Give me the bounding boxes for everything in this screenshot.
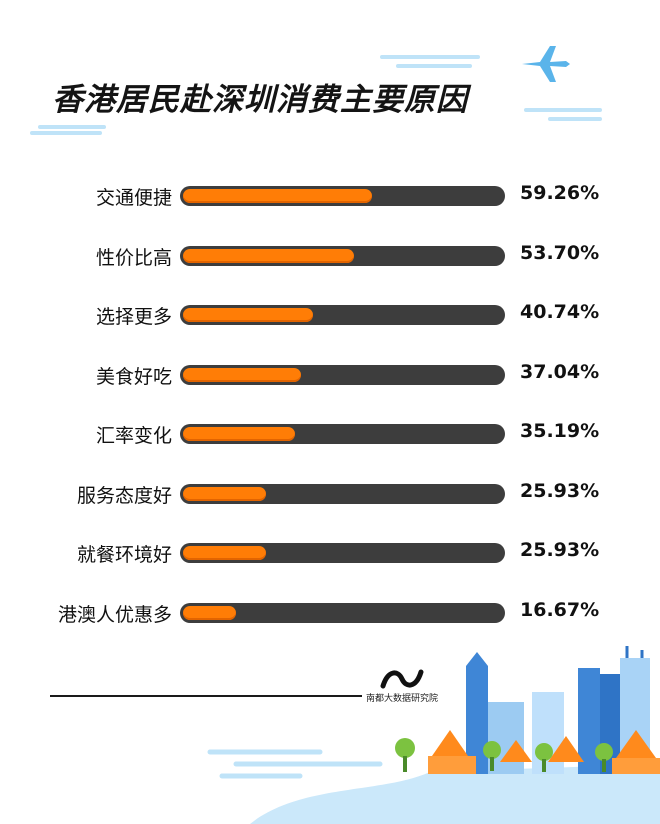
value-label: 59.26% bbox=[520, 182, 600, 204]
bar-track bbox=[180, 602, 505, 623]
bar bbox=[183, 189, 373, 203]
bar bbox=[183, 605, 237, 620]
bar-track bbox=[180, 245, 505, 266]
value-label: 25.93% bbox=[520, 539, 600, 561]
bar-track bbox=[180, 543, 505, 563]
bar bbox=[183, 308, 313, 322]
bar bbox=[183, 367, 302, 382]
bar-track bbox=[180, 424, 505, 444]
bar-track bbox=[180, 305, 505, 325]
category-label: 港澳人优惠多 bbox=[57, 603, 172, 626]
category-label: 服务态度好 bbox=[76, 484, 172, 507]
brand-logo-text: 南都大数据研究院 bbox=[366, 694, 439, 704]
bar-track bbox=[180, 364, 505, 385]
category-label: 性价比高 bbox=[95, 246, 172, 269]
category-label: 美食好吃 bbox=[95, 365, 172, 388]
bar-track bbox=[180, 483, 505, 504]
city-skyline-decoration bbox=[207, 646, 660, 824]
value-label: 40.74% bbox=[520, 301, 600, 323]
category-label: 就餐环境好 bbox=[76, 544, 172, 566]
bar bbox=[183, 546, 266, 560]
airplane-icon bbox=[522, 46, 570, 82]
bar bbox=[183, 248, 355, 263]
value-label: 35.19% bbox=[520, 420, 600, 442]
bar bbox=[183, 486, 266, 501]
category-label: 交通便捷 bbox=[95, 187, 172, 209]
bar bbox=[183, 427, 296, 441]
value-label: 37.04% bbox=[520, 360, 600, 383]
category-label: 汇率变化 bbox=[95, 425, 172, 447]
category-label: 选择更多 bbox=[95, 306, 172, 328]
chart-title: 香港居民赴深圳消费主要原因 bbox=[52, 82, 468, 118]
value-label: 16.67% bbox=[520, 598, 600, 621]
bar-track bbox=[180, 186, 505, 206]
sky-stripes-decoration bbox=[30, 55, 602, 135]
value-label: 53.70% bbox=[520, 241, 600, 264]
footer-divider bbox=[50, 695, 362, 697]
brand-logo-icon bbox=[380, 669, 424, 689]
value-label: 25.93% bbox=[520, 479, 600, 502]
